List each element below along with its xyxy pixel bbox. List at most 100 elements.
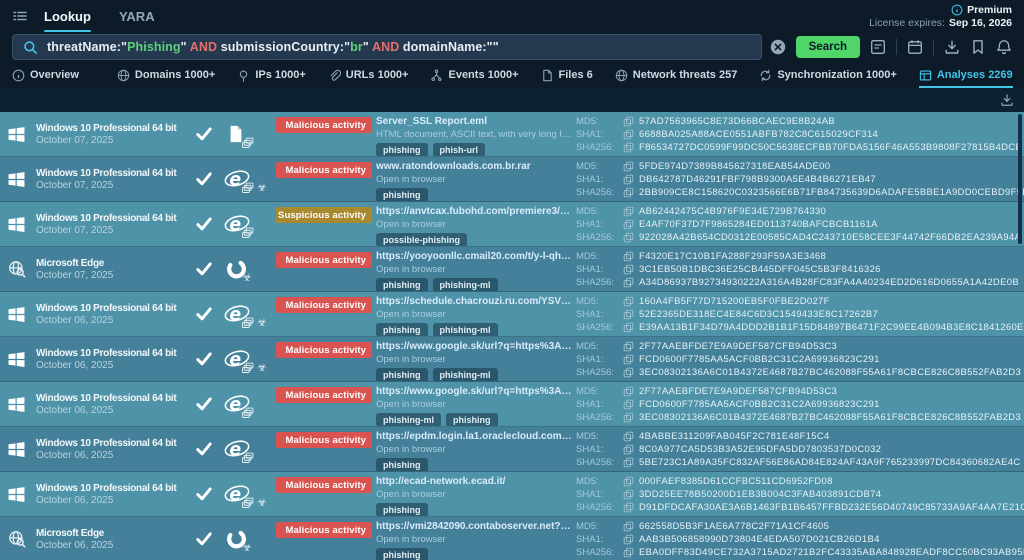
tag[interactable]: phish-url	[432, 143, 485, 156]
analysis-date: October 06, 2025	[36, 314, 114, 326]
tag[interactable]: phishing	[376, 278, 428, 291]
tab-analyses[interactable]: Analyses 2269	[918, 62, 1013, 88]
analysis-row[interactable]: Windows 10 Professional 64 bit October 07…	[0, 157, 1024, 202]
tab-ips[interactable]: IPs 1000+	[237, 62, 306, 88]
analysis-date: October 07, 2025	[36, 134, 114, 146]
copy-icon[interactable]	[623, 534, 634, 545]
copy-icon[interactable]	[623, 386, 634, 397]
tag[interactable]: phishing-ml	[432, 368, 498, 381]
hash-value: D91DFDCAFA30AE3A6B1463FB1B6457FFBD232E56…	[639, 502, 1024, 513]
export-icon[interactable]	[1000, 93, 1014, 107]
copy-icon[interactable]	[623, 367, 634, 378]
copy-icon[interactable]	[623, 502, 634, 513]
saved-queries-icon[interactable]	[870, 39, 886, 55]
clear-search-icon[interactable]	[770, 39, 786, 55]
tab-synchronization[interactable]: Synchronization 1000+	[759, 62, 897, 88]
analysis-title-link[interactable]: https://yooyoonllc.cmail20.com/t/y-l-qhj…	[376, 251, 572, 262]
tab-lookup[interactable]: Lookup	[44, 0, 91, 32]
analysis-title-link[interactable]: https://www.google.sk/url?q=https%3A%2F%…	[376, 386, 572, 397]
tag[interactable]: phishing-ml	[376, 413, 441, 426]
copy-icon[interactable]	[623, 476, 634, 487]
analysis-row[interactable]: Windows 10 Professional 64 bit October 06…	[0, 427, 1024, 472]
tag[interactable]: phishing	[446, 413, 498, 426]
tab-urls[interactable]: URLs 1000+	[328, 62, 408, 88]
copy-icon[interactable]	[623, 309, 634, 320]
analysis-row[interactable]: Windows 10 Professional 64 bit October 06…	[0, 472, 1024, 517]
copy-icon[interactable]	[623, 547, 634, 558]
tag[interactable]: phishing	[376, 548, 428, 560]
hash-label: MD5:	[576, 521, 599, 532]
tab-files[interactable]: Files 6	[541, 62, 593, 88]
hash-value: 160A4FB5F77D715200EB5F0FBE2D027F	[639, 296, 830, 307]
copy-icon[interactable]	[623, 399, 634, 410]
tag[interactable]: phishing-ml	[432, 278, 498, 291]
copy-icon[interactable]	[623, 264, 634, 275]
copy-icon[interactable]	[623, 161, 634, 172]
tag[interactable]: phishing-ml	[432, 323, 498, 336]
analysis-title-link[interactable]: https://vmi2842090.contaboserver.net?pro…	[376, 521, 572, 532]
copy-icon[interactable]	[623, 251, 634, 262]
analysis-title-link[interactable]: https://epdm.login.la1.oraclecloud.com/o…	[376, 431, 572, 442]
tab-overview[interactable]: Overview	[12, 62, 79, 88]
copy-icon[interactable]	[623, 521, 634, 532]
notifications-icon[interactable]	[996, 39, 1012, 55]
copy-icon[interactable]	[623, 232, 634, 243]
analysis-row[interactable]: Microsoft Edge October 07, 2025 ☣ Malicious…	[0, 247, 1024, 292]
scrollbar[interactable]	[1018, 114, 1022, 244]
analysis-title-link[interactable]: http://ecad-network.ecad.it/	[376, 476, 506, 487]
copy-icon[interactable]	[623, 354, 634, 365]
analysis-row[interactable]: Windows 10 Professional 64 bit October 06…	[0, 292, 1024, 337]
copy-icon[interactable]	[623, 219, 634, 230]
tab-events[interactable]: Events 1000+	[430, 62, 519, 88]
analysis-row[interactable]: Windows 10 Professional 64 bit October 06…	[0, 382, 1024, 427]
hash-label: MD5:	[576, 206, 599, 217]
copy-icon[interactable]	[623, 174, 634, 185]
biohazard-icon: ☣	[257, 316, 267, 329]
search-button[interactable]: Search	[795, 36, 860, 58]
tag[interactable]: possible-phishing	[376, 233, 468, 246]
copy-icon[interactable]	[623, 431, 634, 442]
os-name: Windows 10 Professional 64 bit	[36, 392, 177, 404]
analysis-title-link[interactable]: Server_SSL Report.eml	[376, 116, 487, 127]
copy-icon[interactable]	[623, 206, 634, 217]
hash-value: 5FDE974D7389B845627318EAB54ADE00	[639, 161, 831, 172]
tag[interactable]: phishing	[376, 503, 428, 516]
hash-label: MD5:	[576, 476, 599, 487]
calendar-icon[interactable]	[907, 39, 923, 55]
copy-icon[interactable]	[623, 412, 634, 423]
license-expires-date: Sep 16, 2026	[948, 16, 1012, 29]
copy-icon[interactable]	[623, 277, 634, 288]
tab-network-threats[interactable]: Network threats 257	[615, 62, 737, 88]
analysis-title-link[interactable]: https://schedule.chacrouzi.ru.com/YSVw!i…	[376, 296, 572, 307]
copy-icon[interactable]	[623, 296, 634, 307]
analysis-title-link[interactable]: https://anvtcax.fubohd.com/premiere3/mon…	[376, 206, 572, 217]
copy-icon[interactable]	[623, 129, 634, 140]
hash-line: MD5: 662558D5B3F1AE6A778C2F71A1CF4605	[576, 520, 1024, 533]
analysis-row[interactable]: Windows 10 Professional 64 bit October 06…	[0, 337, 1024, 382]
download-icon[interactable]	[944, 39, 960, 55]
bookmark-icon[interactable]	[970, 39, 986, 55]
tag[interactable]: phishing	[376, 188, 428, 201]
copy-icon[interactable]	[623, 142, 634, 153]
analysis-row[interactable]: Windows 10 Professional 64 bit October 07…	[0, 112, 1024, 157]
tab-yara[interactable]: YARA	[119, 0, 155, 32]
copy-icon[interactable]	[623, 489, 634, 500]
copy-icon[interactable]	[623, 457, 634, 468]
copy-icon[interactable]	[623, 341, 634, 352]
copy-icon[interactable]	[623, 187, 634, 198]
copy-icon[interactable]	[623, 322, 634, 333]
hash-line: SHA256: 2BB909CE8C158620C0323566E6B71FB84…	[576, 186, 1024, 199]
copy-icon[interactable]	[623, 444, 634, 455]
tag[interactable]: phishing	[376, 323, 428, 336]
copy-icon[interactable]	[623, 116, 634, 127]
analysis-title-link[interactable]: www.ratondownloads.com.br.rar	[376, 161, 531, 172]
analysis-title-link[interactable]: https://www.google.sk/url?q=https%3A%2F%…	[376, 341, 572, 352]
analysis-row[interactable]: Microsoft Edge October 06, 2025 ☣ Malicious…	[0, 517, 1024, 560]
tab-domains[interactable]: Domains 1000+	[117, 62, 215, 88]
tag[interactable]: phishing	[376, 458, 428, 471]
tag[interactable]: phishing	[376, 143, 428, 156]
search-input[interactable]: threatName:"Phishing" AND submissionCoun…	[12, 34, 762, 60]
menu-icon[interactable]	[12, 8, 28, 24]
analysis-row[interactable]: Windows 10 Professional 64 bit October 07…	[0, 202, 1024, 247]
tag[interactable]: phishing	[376, 368, 428, 381]
